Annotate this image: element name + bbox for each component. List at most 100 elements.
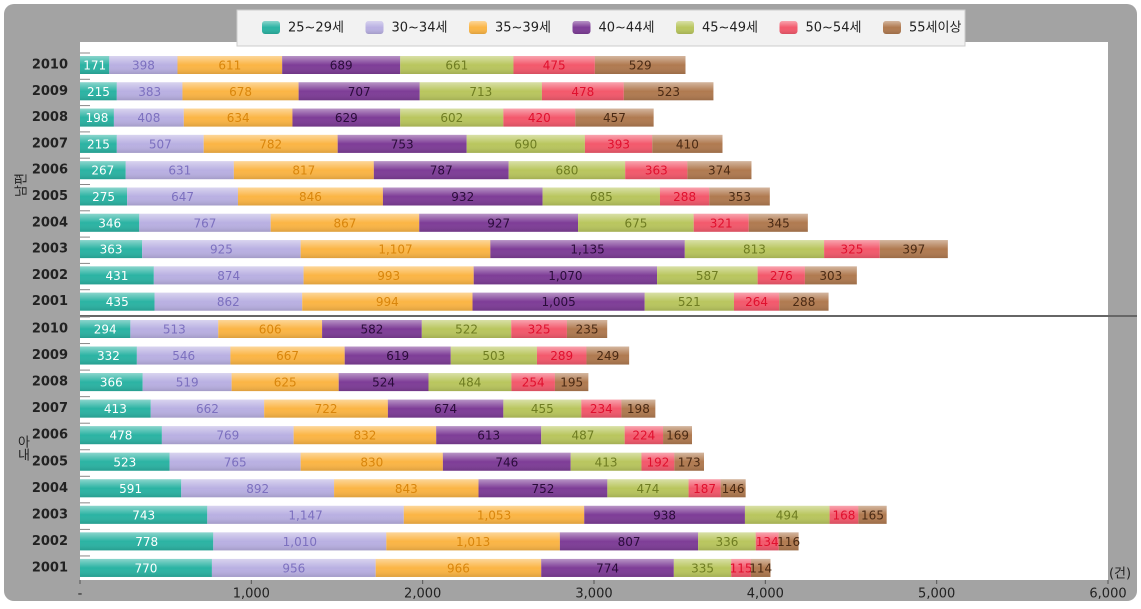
value-label: 843 bbox=[395, 482, 418, 496]
bar-sheen bbox=[231, 373, 339, 392]
value-label: 606 bbox=[259, 323, 282, 337]
value-label: 116 bbox=[777, 535, 800, 549]
value-label: 817 bbox=[292, 164, 315, 178]
value-label: 830 bbox=[360, 455, 383, 469]
bar-sheen bbox=[684, 240, 825, 259]
value-label: 398 bbox=[132, 59, 155, 73]
bar-sheen bbox=[80, 452, 170, 471]
value-label: 892 bbox=[246, 482, 269, 496]
bar-sheen bbox=[207, 505, 404, 524]
bar-sheen bbox=[161, 426, 294, 445]
bar-sheen bbox=[625, 161, 688, 180]
bar-sheen bbox=[233, 161, 374, 180]
value-label: 435 bbox=[106, 295, 129, 309]
value-label: 770 bbox=[135, 561, 158, 575]
bar-sheen bbox=[181, 479, 335, 498]
value-label: 994 bbox=[376, 295, 399, 309]
value-label: 753 bbox=[391, 137, 414, 151]
value-label: 431 bbox=[105, 269, 128, 283]
bar-sheen bbox=[442, 452, 571, 471]
y-tick-label: 2008 bbox=[32, 110, 68, 125]
bar-sheen bbox=[748, 213, 808, 232]
bar-sheen bbox=[478, 479, 608, 498]
value-label: 288 bbox=[673, 190, 696, 204]
value-label: 602 bbox=[440, 111, 463, 125]
value-label: 966 bbox=[447, 561, 470, 575]
x-tick-label: 1,000 bbox=[233, 587, 270, 602]
value-label: 678 bbox=[229, 85, 252, 99]
bar-sheen bbox=[778, 532, 799, 551]
bar-sheen bbox=[80, 240, 143, 259]
bar-sheen bbox=[607, 479, 689, 498]
value-label: 484 bbox=[459, 376, 482, 390]
value-label: 475 bbox=[543, 59, 566, 73]
bar-sheen bbox=[177, 56, 283, 74]
value-label: 546 bbox=[172, 349, 195, 363]
bar-sheen bbox=[511, 320, 567, 338]
bar-sheen bbox=[125, 161, 234, 180]
group-label: 남편 bbox=[15, 173, 30, 197]
value-label: 289 bbox=[550, 349, 573, 363]
bar-sheen bbox=[80, 399, 151, 418]
value-label: 867 bbox=[334, 216, 357, 230]
bar-sheen bbox=[80, 292, 155, 311]
bar-sheen bbox=[300, 452, 443, 471]
value-label: 146 bbox=[722, 482, 745, 496]
bar-sheen bbox=[584, 505, 745, 524]
bar-sheen bbox=[541, 558, 674, 577]
value-label: 522 bbox=[455, 323, 478, 337]
bar-sheen bbox=[644, 292, 734, 311]
legend-label: 45~49세 bbox=[702, 21, 758, 36]
bar-sheen bbox=[80, 320, 131, 338]
value-label: 224 bbox=[632, 429, 655, 443]
bar-sheen bbox=[621, 399, 656, 418]
bar-sheen bbox=[829, 505, 859, 524]
value-label: 631 bbox=[168, 164, 191, 178]
legend-label: 30~34세 bbox=[392, 21, 448, 36]
bar-sheen bbox=[508, 161, 626, 180]
value-label: 925 bbox=[210, 243, 233, 257]
value-label: 1,147 bbox=[288, 508, 322, 522]
bar-sheen bbox=[570, 452, 642, 471]
bar-sheen bbox=[657, 266, 758, 285]
value-label: 832 bbox=[353, 429, 376, 443]
value-label: 393 bbox=[607, 137, 630, 151]
legend-swatch-sheen bbox=[365, 21, 384, 34]
value-label: 680 bbox=[555, 164, 578, 178]
value-label: 519 bbox=[176, 376, 199, 390]
bar-sheen bbox=[586, 346, 630, 365]
bar-sheen bbox=[298, 82, 420, 101]
value-label: 938 bbox=[653, 508, 676, 522]
value-label: 662 bbox=[196, 402, 219, 416]
bar-sheen bbox=[387, 399, 504, 418]
value-label: 374 bbox=[708, 164, 731, 178]
value-label: 303 bbox=[819, 269, 842, 283]
value-label: 523 bbox=[657, 85, 680, 99]
y-tick-label: 2009 bbox=[32, 84, 68, 99]
value-label: 235 bbox=[576, 323, 599, 337]
legend-label: 50~54세 bbox=[806, 21, 862, 36]
value-label: 478 bbox=[571, 85, 594, 99]
value-label: 675 bbox=[624, 216, 647, 230]
bar-sheen bbox=[213, 532, 387, 551]
bar-sheen bbox=[80, 266, 154, 285]
bar-sheen bbox=[428, 373, 512, 392]
y-tick-label: 2003 bbox=[32, 242, 68, 257]
value-label: 363 bbox=[100, 243, 123, 257]
value-label: 336 bbox=[716, 535, 739, 549]
value-label: 249 bbox=[596, 349, 619, 363]
value-label: 408 bbox=[137, 111, 160, 125]
bar-sheen bbox=[400, 56, 514, 74]
bar-sheen bbox=[450, 346, 537, 365]
y-tick-label: 2010 bbox=[32, 58, 68, 73]
value-label: 647 bbox=[171, 190, 194, 204]
bar-sheen bbox=[373, 161, 509, 180]
bar-sheen bbox=[270, 213, 420, 232]
value-label: 1,013 bbox=[456, 535, 490, 549]
bar-sheen bbox=[473, 266, 658, 285]
bar-sheen bbox=[584, 134, 653, 153]
value-label: 587 bbox=[696, 269, 719, 283]
value-label: 813 bbox=[743, 243, 766, 257]
y-tick-label: 2009 bbox=[32, 348, 68, 363]
bar-sheen bbox=[182, 82, 299, 101]
